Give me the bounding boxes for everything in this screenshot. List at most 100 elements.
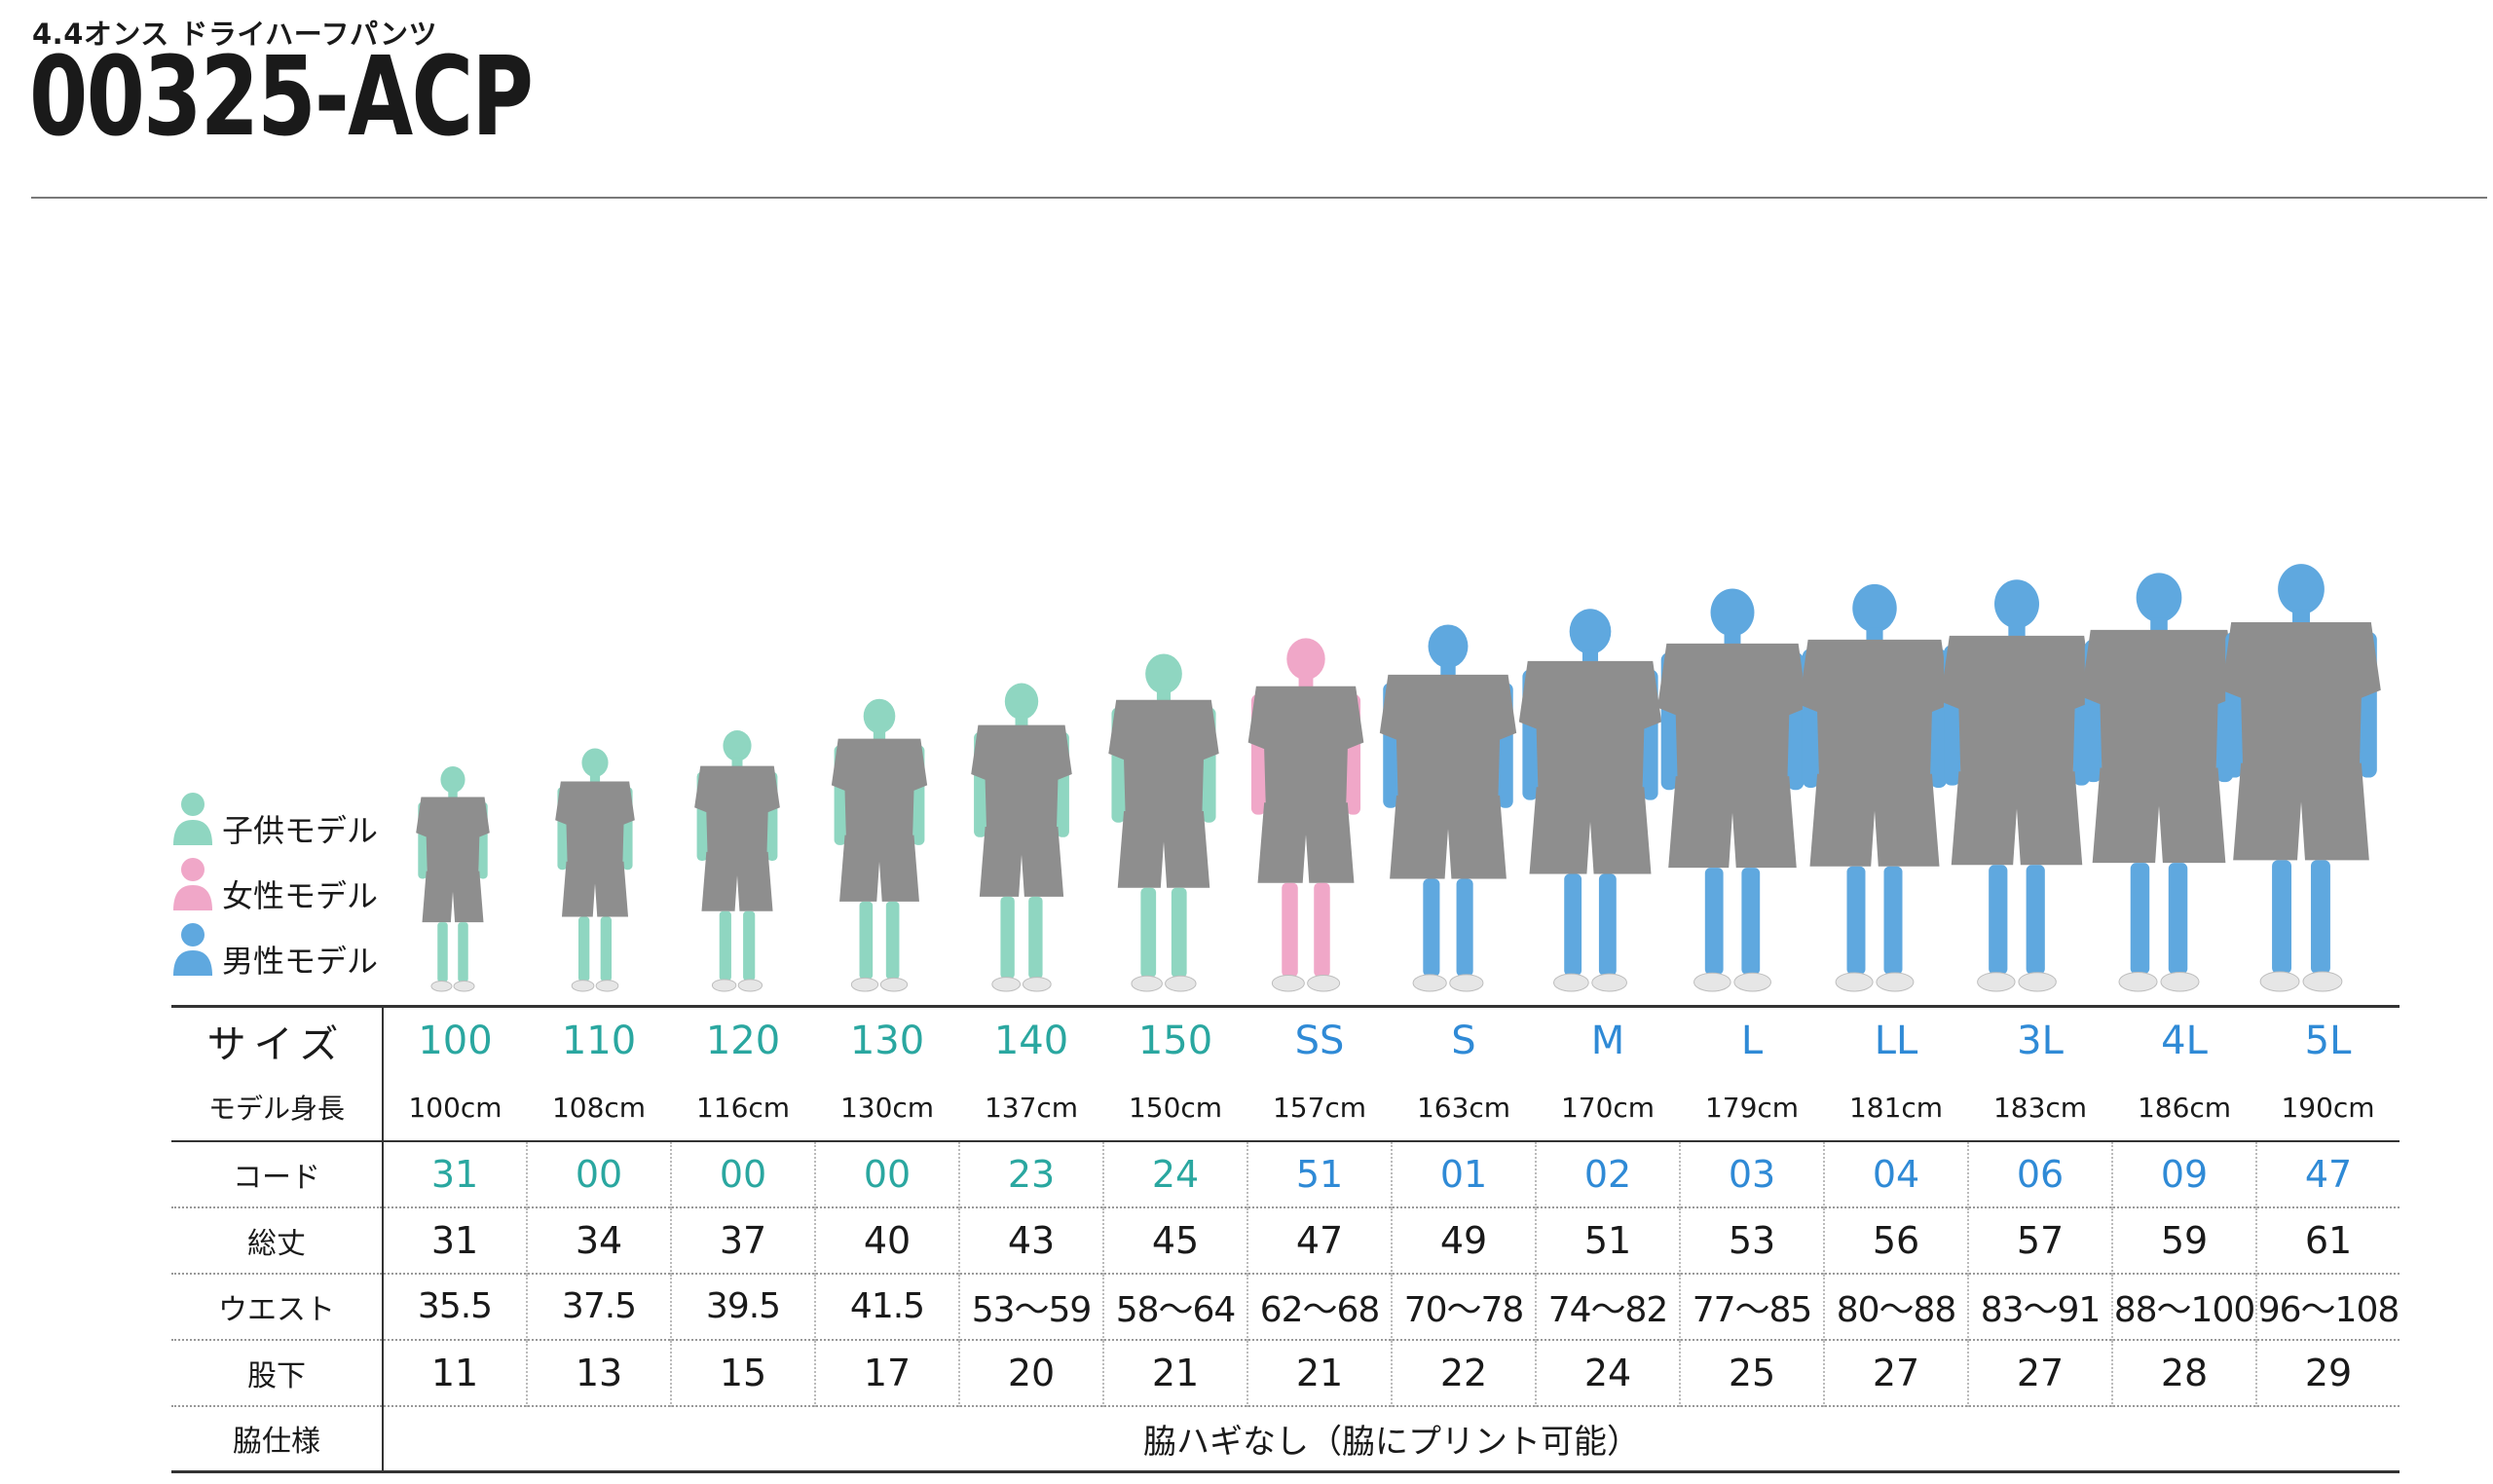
model-height-cell: 150cm [1128, 1091, 1223, 1124]
size-cell: 5L [2304, 1019, 2352, 1064]
size-cell: 120 [705, 1019, 781, 1064]
inseam-cell: 22 [1392, 1339, 1537, 1406]
model-figure-S [1379, 624, 1517, 992]
kid-model-icon [173, 793, 212, 845]
model-height-cell: 181cm [1848, 1091, 1944, 1124]
waist-cell: 58〜64 [1103, 1273, 1248, 1340]
legend-man-label: 男性モデル [222, 943, 379, 980]
inseam-cell: 20 [959, 1339, 1104, 1406]
model-height-cell: 163cm [1416, 1091, 1511, 1124]
model-figure-140 [971, 683, 1072, 992]
legend-man: 男性モデル [171, 921, 425, 980]
size-cell: 110 [561, 1019, 637, 1064]
waist-cell: 77〜85 [1680, 1273, 1825, 1340]
total-length-cell: 57 [1968, 1206, 2113, 1274]
size-row: サイズ 100 110 120 130 140 150 SS S M L LL 3L 4L 5L [171, 1006, 2400, 1075]
total-length-cell: 47 [1247, 1206, 1393, 1274]
model-figure-L [1656, 588, 1808, 992]
product-title: 00325-ACP [29, 34, 534, 161]
model-height-cell: 108cm [551, 1091, 647, 1124]
model-height-cell: 179cm [1704, 1091, 1800, 1124]
waist-cell: 80〜88 [1824, 1273, 1969, 1340]
inseam-cell: 13 [527, 1339, 672, 1406]
size-cell: 140 [993, 1019, 1069, 1064]
legend-kid-label: 子供モデル [222, 812, 379, 849]
waist-row-label: ウエスト [171, 1273, 384, 1340]
color-code-cell: 23 [959, 1140, 1104, 1207]
model-height-cell: 186cm [2137, 1091, 2232, 1124]
woman-model-icon [173, 858, 212, 910]
waist-cell: 39.5 [671, 1273, 816, 1340]
waist-cell: 41.5 [815, 1273, 960, 1340]
inseam-cell: 28 [2112, 1339, 2257, 1406]
waist-cell: 83〜91 [1968, 1273, 2113, 1340]
total-length-cell: 61 [2304, 1218, 2353, 1262]
model-height-cell: 100cm [408, 1091, 502, 1124]
color-code-cell: 00 [671, 1140, 816, 1207]
model-figure-LL [1799, 583, 1951, 992]
side-spec-row-label: 脇仕様 [171, 1405, 384, 1472]
inseam-cell: 21 [1103, 1339, 1248, 1406]
model-figure-120 [694, 730, 780, 992]
total-length-cell: 51 [1536, 1206, 1681, 1274]
inseam-cell: 15 [671, 1339, 816, 1406]
waist-row: ウエスト 35.5 37.5 39.5 41.5 53〜59 58〜64 62〜68 70〜7… [171, 1273, 2400, 1340]
total-length-cell: 40 [815, 1206, 960, 1274]
total-length-cell: 56 [1824, 1206, 1969, 1274]
total-length-cell: 45 [1103, 1206, 1248, 1274]
total-length-cell: 53 [1680, 1206, 1825, 1274]
model-height-cell: 183cm [1992, 1091, 2088, 1124]
color-code-cell: 03 [1680, 1140, 1825, 1207]
size-cell: SS [1294, 1019, 1345, 1064]
size-cell: 150 [1137, 1019, 1213, 1064]
total-length-cell: 37 [671, 1206, 816, 1274]
size-table: サイズ 100 110 120 130 140 150 SS S M L LL 3L 4L 5L モデル身… [171, 1005, 2400, 1473]
size-cell: M [1590, 1019, 1625, 1064]
inseam-cell: 27 [1968, 1339, 2113, 1406]
man-model-icon [173, 923, 212, 976]
color-code-cell: 09 [2112, 1140, 2257, 1207]
size-cell: LL [1874, 1019, 1918, 1064]
inseam-cell: 21 [1247, 1339, 1393, 1406]
color-code-cell: 31 [383, 1140, 528, 1207]
legend-woman: 女性モデル [171, 856, 425, 914]
inseam-cell: 25 [1680, 1339, 1825, 1406]
waist-cell: 62〜68 [1247, 1273, 1393, 1340]
code-row-label: コード [171, 1140, 384, 1207]
total-length-cell: 43 [959, 1206, 1104, 1274]
model-figure-100 [416, 766, 490, 992]
inseam-row-label: 股下 [171, 1339, 384, 1406]
inseam-cell: 29 [2304, 1351, 2353, 1394]
model-figure-130 [831, 698, 928, 992]
total-length-cell: 59 [2112, 1206, 2257, 1274]
waist-cell: 35.5 [383, 1273, 528, 1340]
size-cell: 3L [2017, 1019, 2064, 1064]
total-length-cell: 31 [383, 1206, 528, 1274]
color-code-cell: 01 [1392, 1140, 1537, 1207]
waist-cell: 96〜108 [2257, 1289, 2400, 1330]
model-figure-3L [1940, 579, 2094, 992]
inseam-cell: 11 [383, 1339, 528, 1406]
color-code-cell: 00 [815, 1140, 960, 1207]
legend-woman-label: 女性モデル [222, 877, 379, 914]
model-figure-5L [2221, 564, 2381, 992]
color-code-cell: 47 [2304, 1152, 2353, 1196]
color-code-cell: 51 [1247, 1140, 1393, 1207]
color-code-cell: 04 [1824, 1140, 1969, 1207]
side-spec-note: 脇ハギなし（脇にプリント可能） [1143, 1422, 1640, 1462]
color-code-cell: 02 [1536, 1140, 1681, 1207]
model-height-row: モデル身長 100cm 108cm 116cm 130cm 137cm 150cm 157c… [171, 1074, 2400, 1141]
code-row: コード 31 00 00 00 23 24 51 01 02 03 04 06 09 47 [171, 1140, 2400, 1207]
total-length-cell: 49 [1392, 1206, 1537, 1274]
waist-cell: 70〜78 [1392, 1273, 1537, 1340]
size-cell: 100 [418, 1019, 493, 1064]
waist-cell: 88〜100 [2112, 1273, 2257, 1340]
header-divider [31, 197, 2487, 199]
model-figures [416, 564, 2381, 992]
waist-cell: 53〜59 [959, 1273, 1104, 1340]
model-height-cell: 130cm [839, 1091, 935, 1124]
model-figure-150 [1108, 653, 1219, 992]
size-cell: 4L [2161, 1019, 2208, 1064]
total-length-row-label: 総丈 [171, 1206, 384, 1274]
color-code-cell: 00 [527, 1140, 672, 1207]
